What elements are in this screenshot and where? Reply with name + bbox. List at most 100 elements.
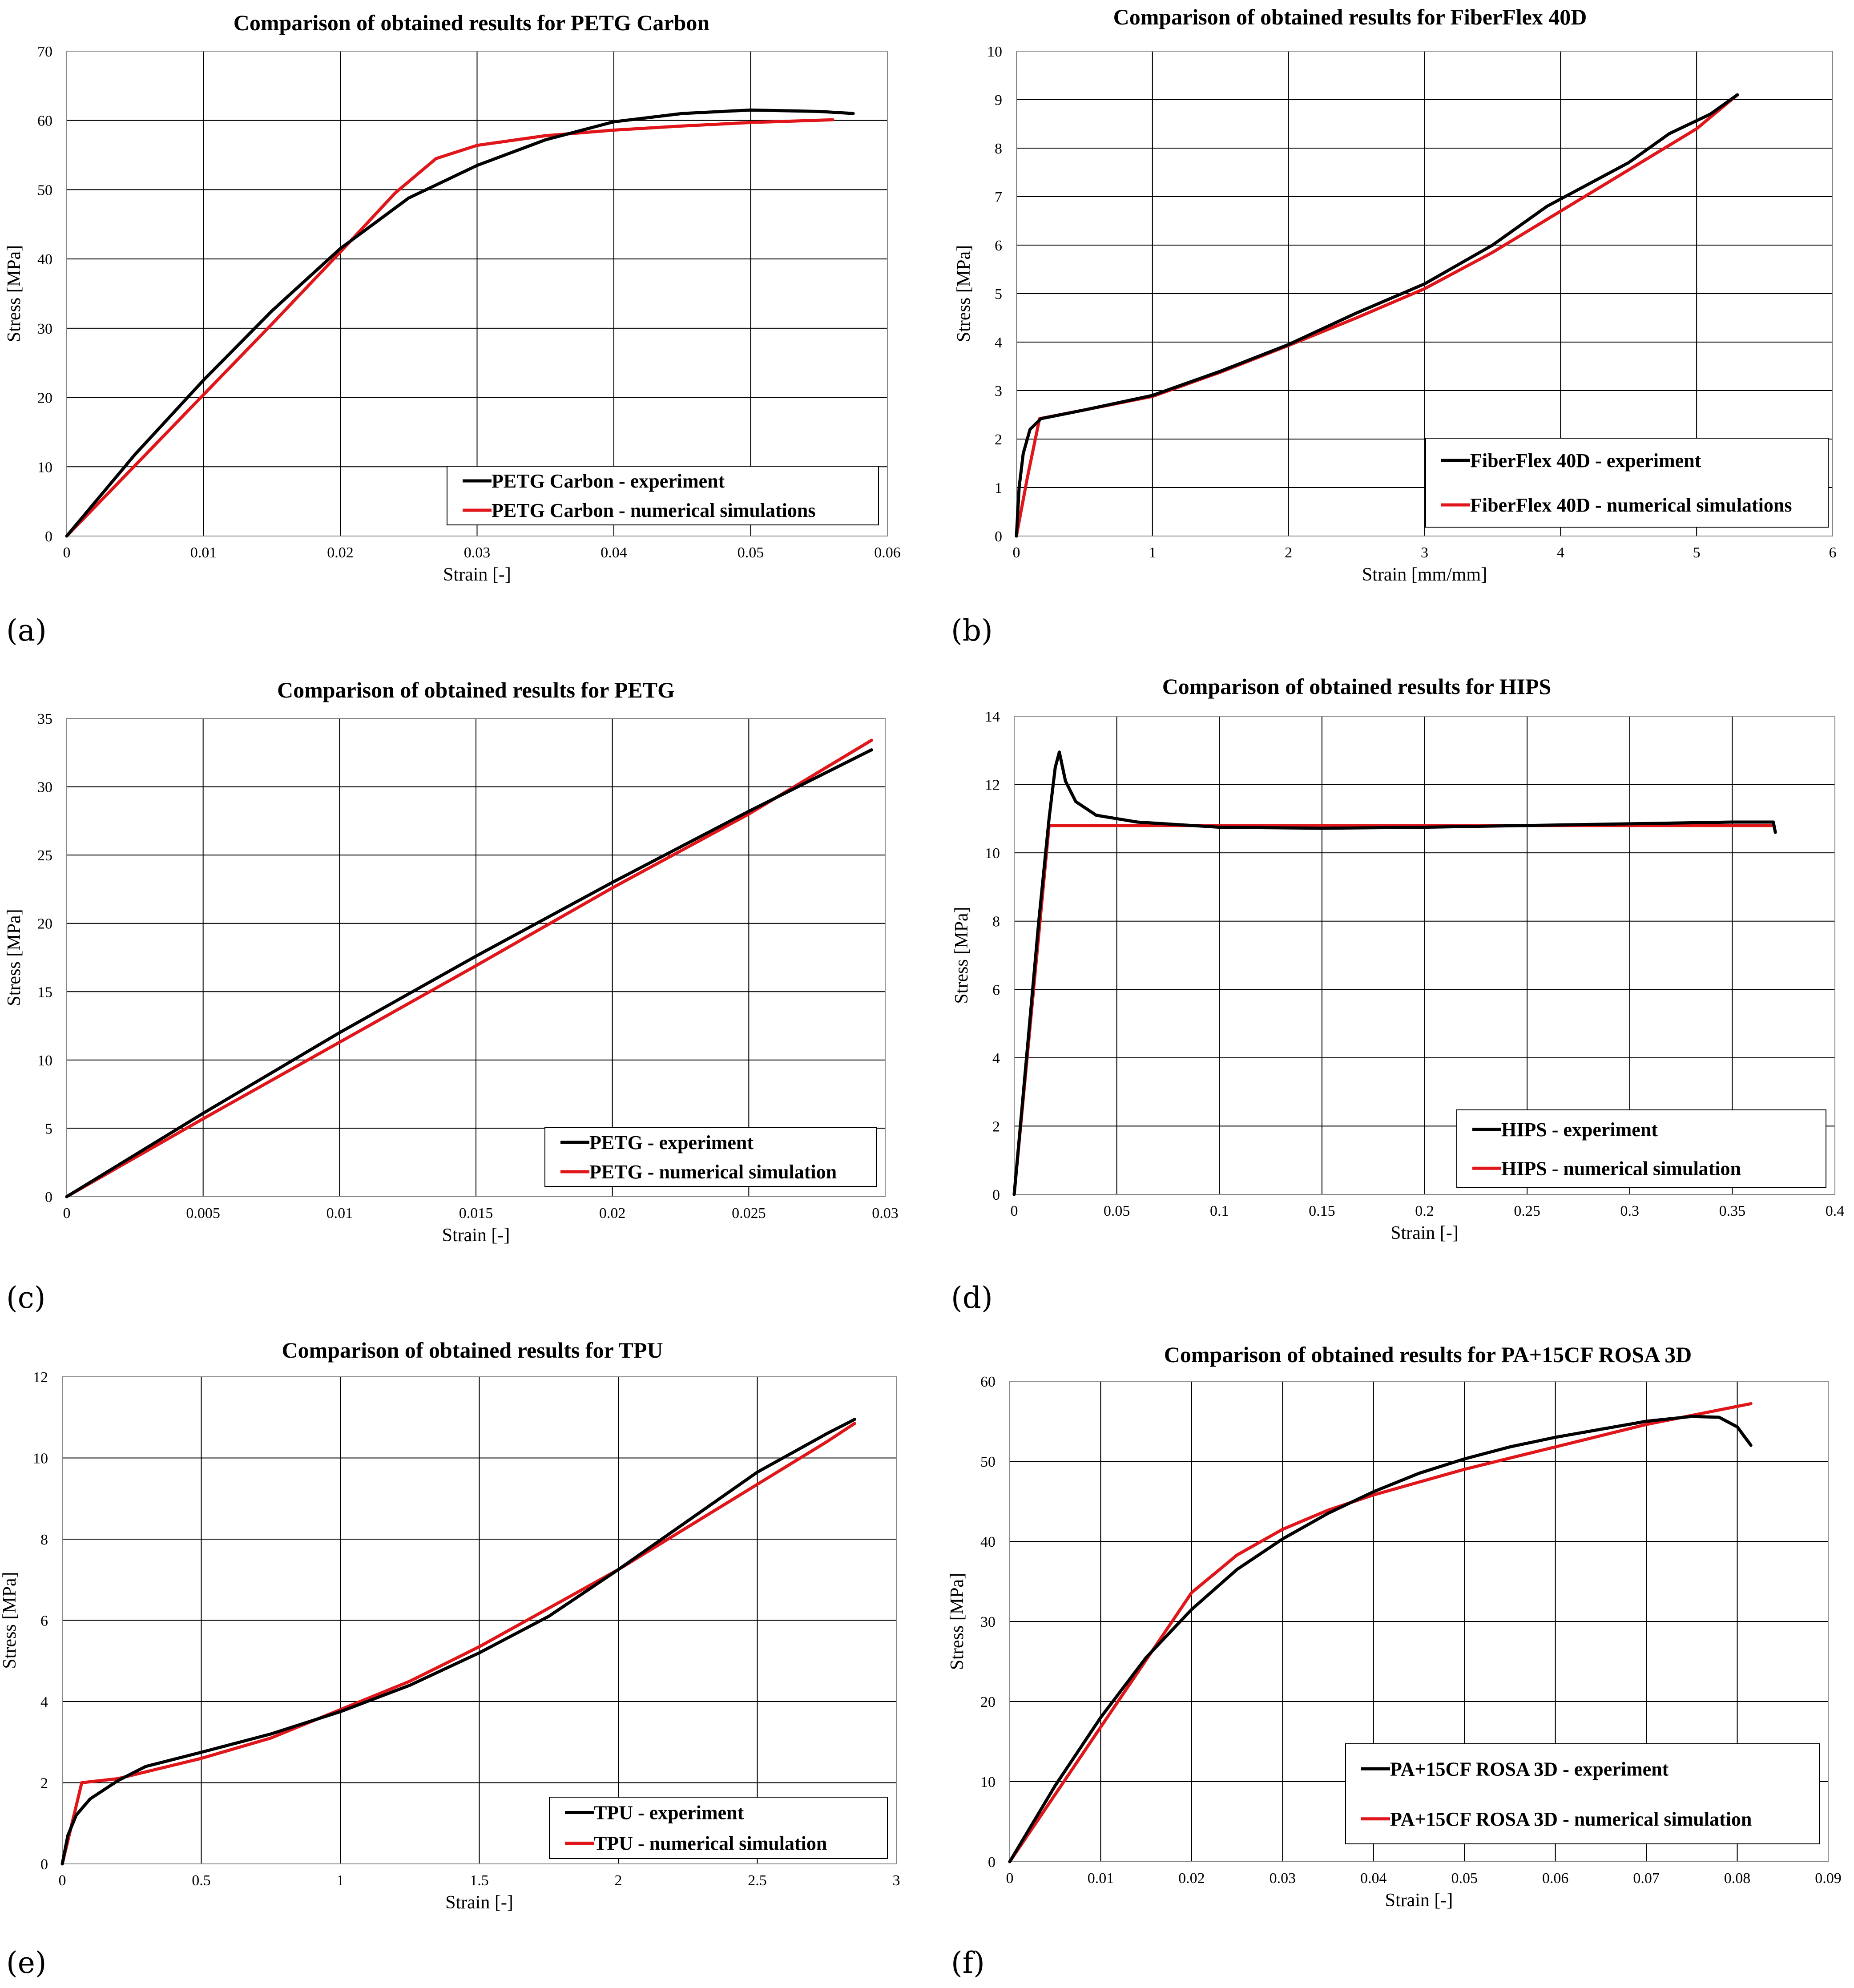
y-tick-label: 0 xyxy=(40,1856,48,1873)
x-tick-label: 0.2 xyxy=(1415,1203,1434,1219)
x-tick-label: 0 xyxy=(59,1872,66,1889)
chart-title: Comparison of obtained results for PA+15… xyxy=(1164,1342,1692,1367)
y-tick-label: 10 xyxy=(37,1052,52,1069)
y-tick-label: 6 xyxy=(995,238,1002,254)
chart-panel-3: Comparison of obtained results for PETG 0… xyxy=(4,677,899,1315)
x-tick-label: 0 xyxy=(1011,1203,1018,1219)
legend-entry: PA+15CF ROSA 3D - numerical simulation xyxy=(1390,1808,1752,1830)
y-tick-label: 0 xyxy=(988,1854,996,1871)
x-tick-label: 0.015 xyxy=(459,1205,493,1222)
y-tick-label: 60 xyxy=(980,1374,996,1390)
y-tick-label: 5 xyxy=(45,1121,52,1137)
legend-entry: PETG - numerical simulation xyxy=(589,1161,837,1183)
x-axis-title: Strain [-] xyxy=(1390,1223,1459,1243)
y-tick-label: 9 xyxy=(995,92,1002,109)
y-tick-label: 8 xyxy=(40,1532,48,1548)
x-tick-label: 0.04 xyxy=(1360,1870,1387,1887)
x-tick-label: 0.02 xyxy=(1178,1870,1205,1887)
panel-label: (b) xyxy=(951,613,993,648)
x-tick-label: 0 xyxy=(63,1205,71,1222)
series-line-1 xyxy=(65,748,873,1198)
panel-label: (a) xyxy=(6,613,47,648)
y-tick-label: 70 xyxy=(37,44,52,60)
y-tick-label: 12 xyxy=(985,777,1000,794)
y-axis-title: Stress [MPa] xyxy=(4,909,24,1006)
y-tick-label: 40 xyxy=(980,1534,996,1550)
y-tick-label: 6 xyxy=(992,982,1000,998)
y-tick-label: 2 xyxy=(995,431,1002,448)
legend-entry: HIPS - numerical simulation xyxy=(1501,1157,1741,1179)
x-tick-label: 0.05 xyxy=(738,544,764,561)
y-tick-label: 0 xyxy=(45,528,52,545)
panel-label: (e) xyxy=(6,1946,47,1980)
plot-frame xyxy=(1014,716,1835,1195)
y-tick-label: 3 xyxy=(995,383,1002,399)
chart-panel-6: Comparison of obtained results for PA+15… xyxy=(947,1342,1842,1980)
y-tick-label: 50 xyxy=(37,182,52,198)
x-tick-label: 0.03 xyxy=(464,544,491,561)
y-tick-label: 0 xyxy=(995,528,1002,545)
x-tick-label: 0.08 xyxy=(1724,1870,1751,1887)
y-tick-label: 2 xyxy=(992,1118,1000,1135)
series-line-2 xyxy=(1008,1402,1753,1863)
legend-entry: HIPS - experiment xyxy=(1501,1119,1658,1141)
panel-label: (c) xyxy=(6,1281,45,1315)
legend-entry: FiberFlex 40D - numerical simulations xyxy=(1470,494,1792,516)
y-tick-label: 10 xyxy=(980,1774,996,1790)
y-tick-label: 4 xyxy=(40,1694,48,1710)
series-line-1 xyxy=(1015,93,1739,538)
plot-frame xyxy=(1016,51,1833,536)
y-tick-label: 8 xyxy=(995,141,1002,157)
chart-title: Comparison of obtained results for Fiber… xyxy=(1113,4,1587,29)
series-line-1 xyxy=(1008,1415,1753,1863)
x-tick-label: 0.35 xyxy=(1719,1203,1746,1219)
series-line-1 xyxy=(1012,750,1777,1196)
series-line-1 xyxy=(65,108,855,538)
legend: FiberFlex 40D - experiment FiberFlex 40D … xyxy=(1425,438,1829,528)
y-axis-title: Stress [MPa] xyxy=(954,245,974,342)
x-tick-label: 0.03 xyxy=(1270,1870,1296,1887)
x-tick-label: 0.3 xyxy=(1620,1203,1640,1219)
x-tick-label: 2 xyxy=(1285,544,1292,561)
legend-box xyxy=(1456,1109,1826,1188)
chart-title: Comparison of obtained results for TPU xyxy=(282,1338,663,1363)
y-tick-label: 4 xyxy=(992,1050,1000,1067)
x-tick-label: 0.04 xyxy=(601,544,627,561)
x-tick-label: 2 xyxy=(615,1872,622,1889)
x-tick-label: 0.005 xyxy=(186,1205,220,1222)
x-tick-label: 0 xyxy=(63,544,71,561)
y-tick-label: 20 xyxy=(980,1694,996,1710)
y-axis-title: Stress [MPa] xyxy=(4,245,24,342)
y-tick-label: 15 xyxy=(37,984,52,1000)
chart-panel-4: Comparison of obtained results for HIPS 0… xyxy=(951,674,1844,1315)
x-tick-label: 0.5 xyxy=(192,1872,211,1889)
y-tick-label: 14 xyxy=(985,709,1000,725)
y-axis-title: Stress [MPa] xyxy=(951,907,972,1004)
y-tick-label: 10 xyxy=(33,1451,48,1467)
x-tick-label: 0.4 xyxy=(1826,1203,1845,1219)
y-tick-label: 50 xyxy=(980,1454,996,1470)
x-tick-label: 0.02 xyxy=(327,544,354,561)
legend: PETG - experiment PETG - numerical simula… xyxy=(544,1127,877,1187)
x-tick-label: 0.15 xyxy=(1309,1203,1335,1219)
legend: PA+15CF ROSA 3D - experiment PA+15CF ROSA… xyxy=(1345,1743,1820,1844)
y-tick-label: 0 xyxy=(992,1187,1000,1203)
legend-entry: PETG Carbon - experiment xyxy=(492,470,725,492)
plot-frame xyxy=(66,51,888,536)
chart-panel-1: Comparison of obtained results for PETG … xyxy=(4,10,901,648)
series-line-2 xyxy=(65,118,834,538)
x-axis-title: Strain [mm/mm] xyxy=(1362,565,1487,585)
chart-panel-2: Comparison of obtained results for Fiber… xyxy=(951,4,1837,648)
y-tick-label: 6 xyxy=(40,1613,48,1629)
x-tick-label: 0.09 xyxy=(1815,1870,1842,1887)
y-axis-title: Stress [MPa] xyxy=(947,1573,967,1670)
y-tick-label: 1 xyxy=(995,480,1002,496)
y-tick-label: 7 xyxy=(995,189,1002,206)
y-tick-label: 12 xyxy=(33,1369,48,1386)
y-tick-label: 0 xyxy=(45,1189,52,1206)
x-tick-label: 0.25 xyxy=(1514,1203,1540,1219)
plot-frame xyxy=(1009,1381,1829,1862)
y-tick-label: 30 xyxy=(37,779,52,796)
x-tick-label: 0.025 xyxy=(732,1205,766,1222)
